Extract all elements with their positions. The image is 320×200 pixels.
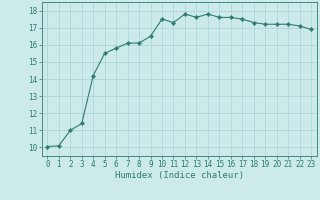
X-axis label: Humidex (Indice chaleur): Humidex (Indice chaleur): [115, 171, 244, 180]
